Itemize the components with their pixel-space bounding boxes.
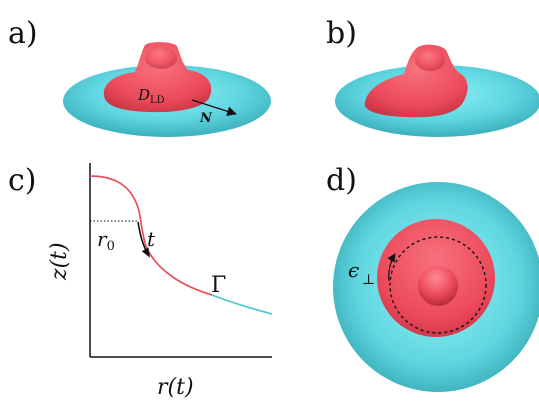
epsilon-label: ϵ [348,258,359,282]
panel-d-label: d) [326,163,357,198]
panel-c: c) z(t) r(t) r0 t Γ [8,163,273,400]
epsilon-arrow [387,253,396,282]
panel-a: a) DLD N [8,16,271,137]
reference-circle [389,236,487,334]
perp-symbol: ⊥ [362,272,375,288]
normal-arrow [191,99,237,116]
domain-bud-b [415,49,445,71]
domain-symbol: DLD [137,86,165,106]
t-label: t [147,227,156,251]
panel-d: d) ϵ ⊥ [326,163,539,392]
panel-a-label: a) [8,16,38,51]
profile-curve-domain [89,175,213,296]
profile-curve-membrane [211,294,273,315]
panel-b-label: b) [326,16,357,51]
tangent-arrow [137,221,150,258]
domain-bud [145,47,177,69]
domain-bud-top [418,266,458,306]
z-axis-label: z(t) [47,242,72,281]
r-axis-label: r(t) [157,375,194,400]
r0-label: r0 [97,227,115,254]
gamma-label: Γ [211,273,226,298]
panel-c-label: c) [8,163,37,198]
normal-vector-label: N [199,111,213,126]
panel-b: b) [326,16,539,137]
lipid-domain [103,42,212,113]
